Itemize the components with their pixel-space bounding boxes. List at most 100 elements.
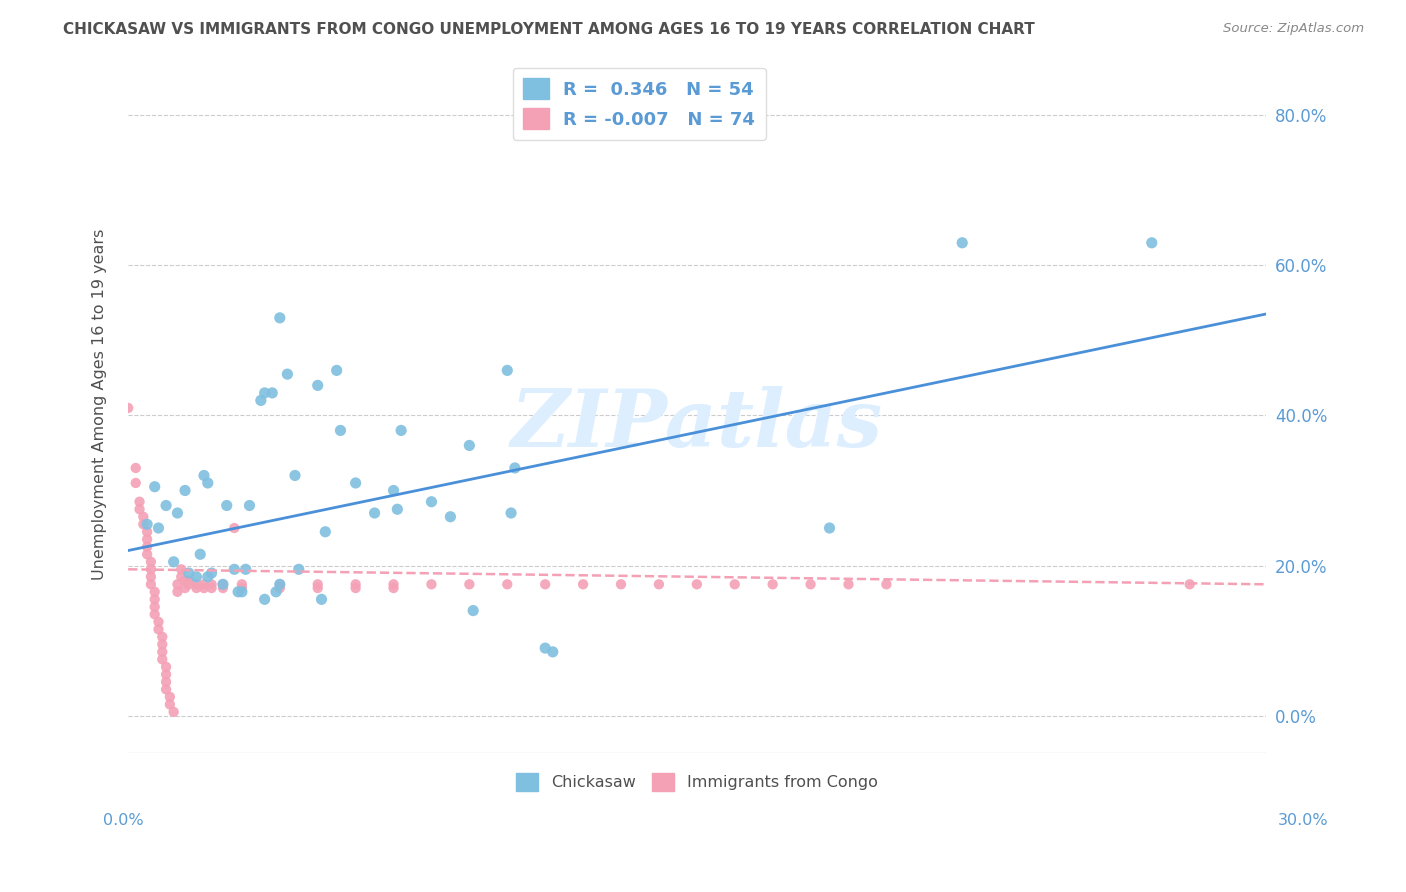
Point <box>125 475 148 490</box>
Point <box>344 577 367 591</box>
Point <box>325 363 347 377</box>
Point <box>139 570 162 584</box>
Point <box>541 645 564 659</box>
Point <box>686 577 709 591</box>
Point <box>193 577 215 591</box>
Point <box>200 577 222 591</box>
Point <box>363 506 385 520</box>
Point <box>170 562 193 576</box>
Point <box>186 577 208 591</box>
Text: CHICKASAW VS IMMIGRANTS FROM CONGO UNEMPLOYMENT AMONG AGES 16 TO 19 YEARS CORREL: CHICKASAW VS IMMIGRANTS FROM CONGO UNEMP… <box>63 22 1035 37</box>
Point <box>186 570 208 584</box>
Point <box>155 667 177 681</box>
Point <box>215 499 238 513</box>
Point <box>264 584 287 599</box>
Point <box>197 475 219 490</box>
Point <box>212 577 235 591</box>
Point <box>231 577 253 591</box>
Point <box>1140 235 1163 250</box>
Text: 0.0%: 0.0% <box>103 814 143 828</box>
Point <box>276 367 298 381</box>
Point <box>174 483 197 498</box>
Point <box>200 581 222 595</box>
Point <box>193 468 215 483</box>
Point <box>177 577 200 591</box>
Point <box>250 393 273 408</box>
Point <box>139 555 162 569</box>
Point <box>389 424 412 438</box>
Point <box>314 524 336 539</box>
Point <box>344 475 367 490</box>
Point <box>382 581 405 595</box>
Point <box>212 577 235 591</box>
Point <box>166 584 188 599</box>
Point <box>159 690 181 704</box>
Point <box>166 577 188 591</box>
Point <box>496 577 519 591</box>
Point <box>148 521 170 535</box>
Point <box>458 577 481 591</box>
Point <box>382 483 405 498</box>
Point <box>150 652 173 666</box>
Point <box>136 533 159 547</box>
Point <box>139 577 162 591</box>
Point <box>224 521 246 535</box>
Point <box>572 577 595 591</box>
Legend: Chickasaw, Immigrants from Congo: Chickasaw, Immigrants from Congo <box>509 766 884 797</box>
Point <box>132 509 155 524</box>
Point <box>534 641 557 656</box>
Point <box>231 584 253 599</box>
Point <box>143 584 166 599</box>
Point <box>875 577 897 591</box>
Point <box>269 581 291 595</box>
Point <box>150 630 173 644</box>
Point <box>212 581 235 595</box>
Point <box>269 577 291 591</box>
Point <box>136 517 159 532</box>
Point <box>253 385 276 400</box>
Point <box>143 480 166 494</box>
Point <box>136 540 159 554</box>
Point <box>155 682 177 697</box>
Point <box>132 517 155 532</box>
Point <box>284 468 307 483</box>
Point <box>136 524 159 539</box>
Point <box>387 502 409 516</box>
Point <box>148 615 170 629</box>
Point <box>458 438 481 452</box>
Point <box>1178 577 1201 591</box>
Text: Source: ZipAtlas.com: Source: ZipAtlas.com <box>1223 22 1364 36</box>
Point <box>125 461 148 475</box>
Point <box>534 577 557 591</box>
Point <box>177 574 200 588</box>
Y-axis label: Unemployment Among Ages 16 to 19 years: Unemployment Among Ages 16 to 19 years <box>93 228 107 580</box>
Point <box>174 581 197 595</box>
Point <box>226 584 249 599</box>
Point <box>287 562 309 576</box>
Point <box>496 363 519 377</box>
Point <box>150 637 173 651</box>
Point <box>166 506 188 520</box>
Point <box>143 592 166 607</box>
Point <box>188 547 211 561</box>
Point <box>420 577 443 591</box>
Point <box>155 674 177 689</box>
Point <box>818 521 841 535</box>
Point <box>150 645 173 659</box>
Point <box>269 310 291 325</box>
Point <box>155 499 177 513</box>
Point <box>136 547 159 561</box>
Point <box>503 461 526 475</box>
Point <box>344 581 367 595</box>
Point <box>307 581 329 595</box>
Text: ZIPatlas: ZIPatlas <box>510 386 883 464</box>
Point <box>238 499 260 513</box>
Point <box>463 604 485 618</box>
Point <box>117 401 139 415</box>
Point <box>177 566 200 580</box>
Point <box>231 581 253 595</box>
Point <box>499 506 522 520</box>
Point <box>762 577 785 591</box>
Point <box>439 509 461 524</box>
Point <box>163 705 186 719</box>
